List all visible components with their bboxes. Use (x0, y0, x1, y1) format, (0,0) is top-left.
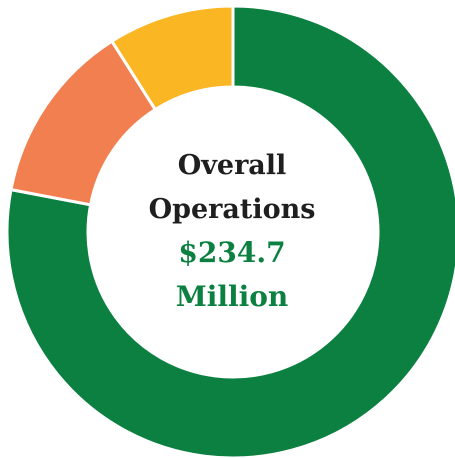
donut-slices (5, 4, 455, 458)
center-title-line-1: Overall (177, 150, 287, 181)
donut-slice-3 (110, 4, 235, 112)
center-total-value: $234.7 (178, 236, 286, 269)
center-total-unit: Million (175, 280, 289, 313)
donut-slice-1 (5, 4, 455, 458)
center-title-line-2: Operations (148, 194, 316, 225)
